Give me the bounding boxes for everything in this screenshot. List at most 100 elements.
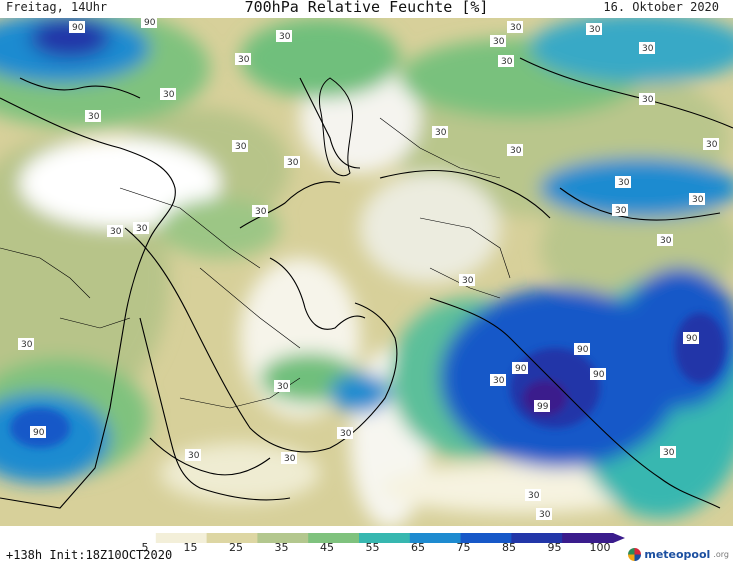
contour-label-30: 30 [163, 90, 175, 100]
colorbar-tick-label: 75 [456, 541, 471, 554]
contour-label-30: 30 [188, 451, 200, 461]
contour-label-bg [507, 21, 523, 33]
contour-label-bg [107, 225, 123, 237]
run-info: +138h Init:18Z10OCT2020 [6, 548, 173, 562]
contour-label-30: 30 [660, 236, 672, 246]
contour-label-30: 30 [539, 510, 551, 520]
contour-label-90: 90 [686, 334, 698, 344]
contour-label-bg [657, 234, 673, 246]
contour-label-bg [536, 508, 552, 520]
contour-label-30: 30 [706, 140, 718, 150]
meteopool-logo-icon [628, 547, 642, 561]
contour-label-bg [284, 156, 300, 168]
logo-tld: .org [713, 549, 729, 559]
contour-label-30: 30 [279, 32, 291, 42]
contour-label-bg [574, 343, 590, 355]
contour-label-30: 30 [510, 23, 522, 33]
colorbar-segment [460, 533, 512, 543]
contour-label-90: 90 [577, 345, 589, 355]
colorbar-segment [105, 533, 157, 543]
contour-label-30: 30 [255, 207, 267, 217]
map-canvas: 90 90 30 30 30 30 30 30 30 30 30 30 30 [0, 18, 733, 526]
colorbar-tick-label: 25 [229, 541, 243, 554]
contour-label-30: 30 [88, 112, 100, 122]
colorbar-tick-label: 85 [502, 541, 516, 554]
contour-label-30: 30 [501, 57, 513, 67]
map-title: 700hPa Relative Feuchte [%] [244, 0, 489, 16]
contour-label-30: 30 [136, 224, 148, 234]
contour-label-bg [85, 110, 101, 122]
contour-label-bg [534, 400, 550, 412]
colorbar-extend-arrow [613, 533, 625, 543]
contour-label-bg [639, 42, 655, 54]
contour-label-90: 90 [144, 18, 156, 28]
colorbar-tick-label: 5 [141, 541, 149, 554]
contour-label-30: 30 [284, 454, 296, 464]
colorbar-gradient [105, 533, 625, 543]
contour-label-bg [432, 126, 448, 138]
contour-label-30: 30 [235, 142, 247, 152]
contour-label-30: 30 [493, 37, 505, 47]
contour-label-bg [30, 426, 46, 438]
colorbar-ticks: 5 15 25 35 45 55 65 75 85 95 100 [105, 541, 625, 554]
contour-label-bg [160, 88, 176, 100]
logo-name: meteopool [644, 547, 711, 561]
contour-label-bg [185, 449, 201, 461]
contour-label-30: 30 [528, 491, 540, 501]
contour-labels: 90 90 30 30 30 30 30 30 30 30 30 30 30 [18, 18, 719, 520]
contour-label-bg [590, 368, 606, 380]
colorbar-tick-label: 35 [274, 541, 289, 554]
contour-label-90: 90 [515, 364, 527, 374]
colorbar-tick-label: 65 [411, 541, 425, 554]
contour-label-90: 90 [593, 370, 605, 380]
contour-label-bg [512, 362, 528, 374]
contour-label-bg [660, 446, 676, 458]
contour-label-30: 30 [663, 448, 675, 458]
contour-label-bg [586, 23, 602, 35]
humidity-map: 90 90 30 30 30 30 30 30 30 30 30 30 30 [0, 18, 733, 526]
contour-label-30: 30 [589, 25, 601, 35]
meteopool-logo: meteopool .org [628, 544, 729, 564]
contour-label-bg [281, 452, 297, 464]
contour-label-bg [252, 205, 268, 217]
contour-label-bg [232, 140, 248, 152]
contour-label-bg [612, 204, 628, 216]
colorbar-tick-label: 45 [320, 541, 334, 554]
contour-label-30: 30 [238, 55, 250, 65]
contour-label-bg [703, 138, 719, 150]
colorbar-segment [562, 533, 614, 543]
colorbar-tick-label: 15 [183, 541, 198, 554]
contour-label-90: 90 [33, 428, 45, 438]
contour-label-30: 30 [340, 429, 352, 439]
contour-label-30: 30 [21, 340, 33, 350]
contour-label-30: 30 [642, 95, 654, 105]
contour-label-bg [525, 489, 541, 501]
colorbar-segment [155, 533, 208, 543]
colorbar-segment [359, 533, 411, 543]
colorbar-segment [206, 533, 258, 543]
contour-label-30: 30 [277, 382, 289, 392]
contour-label-30: 30 [493, 376, 505, 386]
contour-label-30: 30 [510, 146, 522, 156]
header: Freitag, 14Uhr 700hPa Relative Feuchte [… [0, 0, 733, 18]
contour-label-bg [689, 193, 705, 205]
contour-label-bg [274, 380, 290, 392]
colorbar-segment [257, 533, 309, 543]
contour-label-bg [615, 176, 631, 188]
contour-label-bg [141, 18, 157, 28]
contour-label-bg [490, 35, 506, 47]
contour-label-30: 30 [642, 44, 654, 54]
contour-label-bg [337, 427, 353, 439]
forecast-day-label: Freitag, 14Uhr [6, 0, 108, 14]
contour-label-bg [276, 30, 292, 42]
coastlines [0, 57, 733, 509]
colorbar-segment [308, 533, 360, 543]
contour-label-bg [235, 53, 251, 65]
contour-label-30: 30 [692, 195, 704, 205]
colorbar-tick-label: 55 [365, 541, 380, 554]
colorbar-segment [511, 533, 563, 543]
contour-label-30: 30 [462, 276, 474, 286]
contour-label-30: 30 [110, 227, 122, 237]
colorbar [105, 528, 625, 543]
contour-label-bg [490, 374, 506, 386]
